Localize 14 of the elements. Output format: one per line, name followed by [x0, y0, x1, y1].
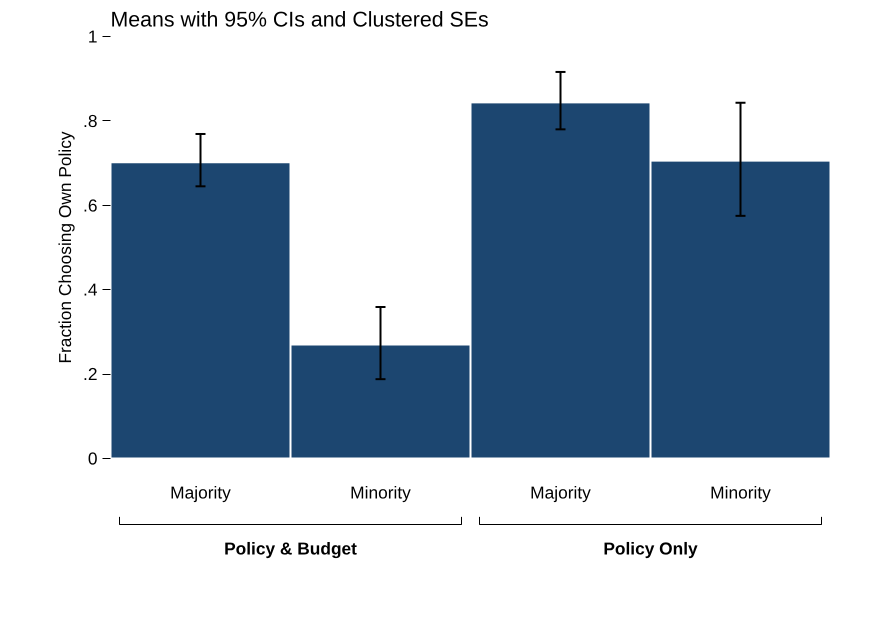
y-tick-label: .4 — [83, 280, 98, 300]
y-tick-label: .6 — [83, 195, 98, 216]
x-tick-label: Minority — [350, 482, 412, 502]
x-tick-label: Minority — [710, 482, 772, 502]
text: Policy & Budget — [224, 538, 358, 558]
text: Policy Only — [603, 538, 698, 558]
y-tick-label: 1 — [88, 26, 98, 46]
y-tick-label: .2 — [83, 364, 98, 384]
x-tick-label: Majority — [170, 482, 232, 502]
x-tick-label: Majority — [530, 482, 592, 502]
chart-title: Means with 95% CIs and Clustered SEs — [110, 8, 489, 32]
y-tick-label: 0 — [88, 448, 98, 468]
y-axis-title: Fraction Choosing Own Policy — [55, 131, 76, 364]
y-tick-label: .8 — [83, 110, 98, 131]
